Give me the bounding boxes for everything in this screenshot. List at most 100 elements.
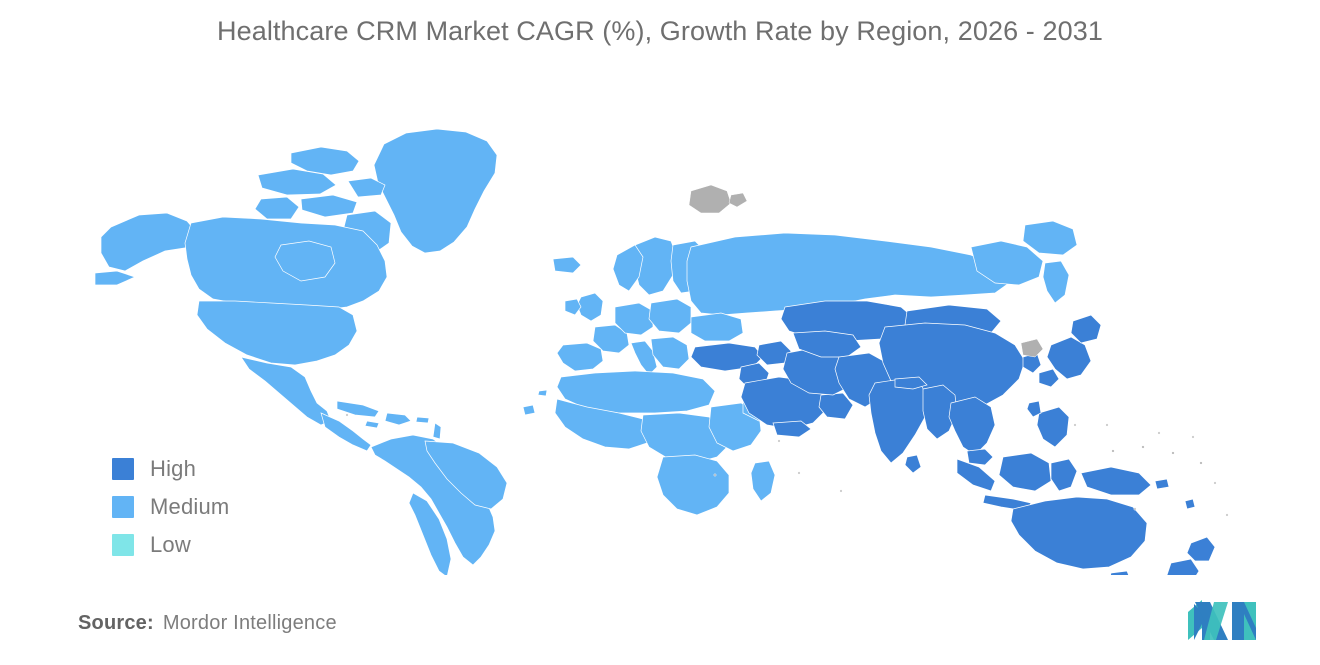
region-kamchatka xyxy=(1042,260,1070,304)
logo-shape-white-cut xyxy=(1244,602,1256,640)
region-russia-east xyxy=(970,240,1044,286)
logo-shape-teal-inner xyxy=(1204,602,1228,640)
region-arctic-islands-3 xyxy=(300,194,358,218)
legend-swatch-high xyxy=(112,458,134,480)
region-france xyxy=(592,324,630,354)
region-bangladesh-myanmar xyxy=(922,384,958,440)
region-lesser-antilles xyxy=(432,422,442,440)
island-dot xyxy=(1171,451,1175,455)
island-dot xyxy=(1073,423,1077,427)
region-arctic-islands-2 xyxy=(257,168,337,196)
island-dot xyxy=(1157,431,1161,435)
region-papua-new-guinea xyxy=(1080,466,1152,496)
region-north-korea xyxy=(1020,338,1044,358)
legend-item-medium: Medium xyxy=(112,488,332,526)
region-chile-argentina xyxy=(408,492,452,575)
region-thailand-indochina xyxy=(948,396,996,456)
region-new-zealand-south xyxy=(1166,558,1200,575)
region-group-high xyxy=(690,300,1216,575)
map-legend: High Medium Low xyxy=(112,450,332,564)
region-arctic-islands-4 xyxy=(347,177,386,198)
region-russia-ne xyxy=(1022,220,1078,256)
legend-item-low: Low xyxy=(112,526,332,564)
legend-label-high: High xyxy=(150,456,197,481)
region-aleutians xyxy=(95,270,136,286)
region-nepal-bhutan xyxy=(894,376,928,390)
region-central-africa xyxy=(640,412,730,464)
region-norway-coast xyxy=(612,244,644,292)
region-fiji xyxy=(1184,498,1196,510)
region-iberia xyxy=(556,342,604,372)
region-japan-hokkaido xyxy=(1070,314,1102,344)
island-dot xyxy=(797,471,801,475)
region-japan-honshu xyxy=(1046,336,1092,380)
region-svalbard-2 xyxy=(728,192,748,208)
region-southern-africa xyxy=(656,454,730,516)
region-cuba xyxy=(336,400,380,418)
legend-label-medium: Medium xyxy=(150,494,230,519)
region-iceland xyxy=(552,256,582,274)
page-title-text: Healthcare CRM Market CAGR (%), Growth R… xyxy=(217,16,1103,46)
region-north-africa xyxy=(556,370,716,414)
region-benelux-germany xyxy=(614,302,654,336)
region-cape-verde xyxy=(522,404,536,416)
region-brazil-bulge xyxy=(424,440,508,510)
island-dot xyxy=(777,439,781,443)
region-ireland xyxy=(564,298,582,316)
region-group-islands xyxy=(345,413,1229,517)
region-puerto-rico xyxy=(415,416,430,424)
mordor-intelligence-logo xyxy=(1186,598,1258,642)
region-yemen xyxy=(772,420,812,438)
region-greenland xyxy=(373,128,498,254)
island-dot xyxy=(713,473,717,477)
island-dot xyxy=(1105,423,1109,427)
region-sri-lanka xyxy=(904,454,922,474)
world-choropleth-map: .med { fill:#62b4f5; stroke:#ffffff; str… xyxy=(95,95,1235,575)
legend-label-low: Low xyxy=(150,532,191,557)
region-victoria-island xyxy=(254,196,300,220)
legend-item-high: High xyxy=(112,450,332,488)
island-dot xyxy=(1141,445,1145,449)
region-hudson-bay-shore xyxy=(274,240,336,282)
region-group-medium xyxy=(95,128,1078,575)
page-title: Healthcare CRM Market CAGR (%), Growth R… xyxy=(0,16,1320,47)
region-canary-islands xyxy=(537,389,548,397)
region-jamaica xyxy=(364,420,380,429)
region-central-america xyxy=(320,412,372,452)
legend-swatch-medium xyxy=(112,496,134,518)
region-west-africa xyxy=(554,398,656,450)
region-italy xyxy=(630,340,658,376)
island-dot xyxy=(1191,435,1195,439)
region-group-nodata xyxy=(688,184,1044,358)
region-uzbek-turkmen xyxy=(792,330,862,358)
region-balkans xyxy=(650,336,690,370)
region-sulawesi xyxy=(1050,458,1078,492)
source-attribution: Source: Mordor Intelligence xyxy=(78,612,337,635)
region-tasmania xyxy=(1110,570,1129,575)
region-usa xyxy=(196,300,358,366)
region-australia xyxy=(1010,496,1148,570)
region-new-zealand-north xyxy=(1186,536,1216,562)
island-dot xyxy=(1213,481,1217,485)
logo-shape-blue-right xyxy=(1232,602,1244,640)
logo-shape-blue-m-left xyxy=(1194,604,1210,640)
region-borneo xyxy=(998,452,1052,492)
region-solomon-islands xyxy=(1154,478,1170,490)
region-svalbard xyxy=(688,184,732,214)
region-uae-oman xyxy=(818,392,854,420)
island-dot xyxy=(1199,461,1203,465)
region-russia xyxy=(686,232,1010,316)
region-ukraine xyxy=(690,312,744,342)
region-madagascar xyxy=(750,460,776,502)
region-arctic-islands-1 xyxy=(290,146,360,176)
region-japan-kyushu xyxy=(1038,368,1060,388)
island-dot xyxy=(345,413,349,417)
island-dot xyxy=(839,489,843,493)
region-poland-czech xyxy=(648,298,692,334)
region-alaska xyxy=(100,212,200,272)
region-hispaniola xyxy=(384,412,412,426)
region-malaysia xyxy=(966,448,994,466)
source-value: Mordor Intelligence xyxy=(162,612,337,634)
source-label: Source: xyxy=(78,612,154,634)
region-sumatra xyxy=(956,458,996,492)
